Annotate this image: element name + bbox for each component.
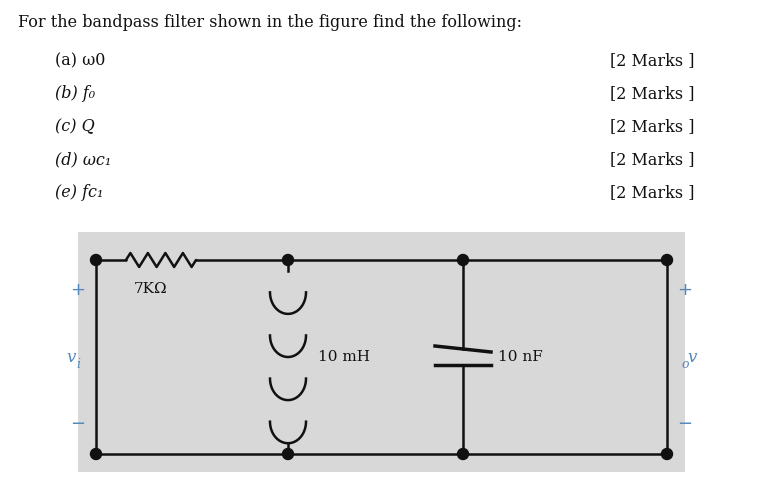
Text: [2 Marks ]: [2 Marks ] bbox=[610, 184, 694, 201]
Text: (b) f₀: (b) f₀ bbox=[55, 85, 95, 102]
Text: (e) fc₁: (e) fc₁ bbox=[55, 184, 104, 201]
Circle shape bbox=[661, 254, 673, 266]
Text: −: − bbox=[677, 415, 693, 433]
Text: (a) ω0: (a) ω0 bbox=[55, 52, 105, 69]
Text: [2 Marks ]: [2 Marks ] bbox=[610, 52, 694, 69]
Text: o: o bbox=[681, 359, 689, 371]
Circle shape bbox=[661, 449, 673, 460]
Circle shape bbox=[457, 254, 469, 266]
Text: 10 mH: 10 mH bbox=[318, 350, 370, 364]
Text: (d) ωc₁: (d) ωc₁ bbox=[55, 151, 111, 168]
Text: +: + bbox=[71, 281, 85, 299]
Text: [2 Marks ]: [2 Marks ] bbox=[610, 85, 694, 102]
Text: v: v bbox=[687, 348, 696, 366]
FancyBboxPatch shape bbox=[78, 232, 685, 472]
Text: 10 nF: 10 nF bbox=[498, 350, 543, 364]
Text: −: − bbox=[71, 415, 86, 433]
Circle shape bbox=[282, 449, 294, 460]
Text: [2 Marks ]: [2 Marks ] bbox=[610, 118, 694, 135]
Text: For the bandpass filter shown in the figure find the following:: For the bandpass filter shown in the fig… bbox=[18, 14, 522, 31]
Circle shape bbox=[457, 449, 469, 460]
Text: v: v bbox=[66, 348, 76, 366]
Text: i: i bbox=[76, 359, 80, 371]
Circle shape bbox=[91, 254, 101, 266]
Text: +: + bbox=[677, 281, 693, 299]
Text: 7KΩ: 7KΩ bbox=[134, 282, 168, 296]
Text: (c) Q: (c) Q bbox=[55, 118, 95, 135]
Circle shape bbox=[282, 254, 294, 266]
Circle shape bbox=[91, 449, 101, 460]
Text: [2 Marks ]: [2 Marks ] bbox=[610, 151, 694, 168]
